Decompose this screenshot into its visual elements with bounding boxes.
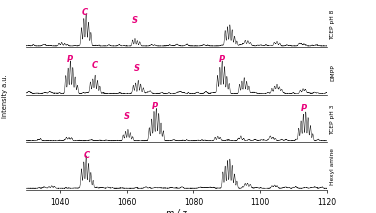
- Text: TCEP pH 8: TCEP pH 8: [330, 10, 335, 40]
- Text: S: S: [124, 112, 130, 121]
- Text: P: P: [67, 55, 73, 63]
- Text: S: S: [132, 16, 138, 25]
- Text: P: P: [152, 102, 158, 111]
- Text: Intensity a.u.: Intensity a.u.: [2, 74, 8, 118]
- X-axis label: m / z: m / z: [167, 209, 187, 213]
- Text: C: C: [82, 8, 88, 17]
- Text: DMPP: DMPP: [330, 64, 335, 81]
- Text: C: C: [83, 151, 89, 160]
- Text: Hexyl amine: Hexyl amine: [330, 148, 335, 186]
- Text: S: S: [133, 64, 139, 73]
- Text: TCEP pH 3: TCEP pH 3: [330, 104, 335, 135]
- Text: C: C: [92, 61, 98, 70]
- Text: P: P: [219, 55, 225, 64]
- Text: P: P: [301, 104, 307, 113]
